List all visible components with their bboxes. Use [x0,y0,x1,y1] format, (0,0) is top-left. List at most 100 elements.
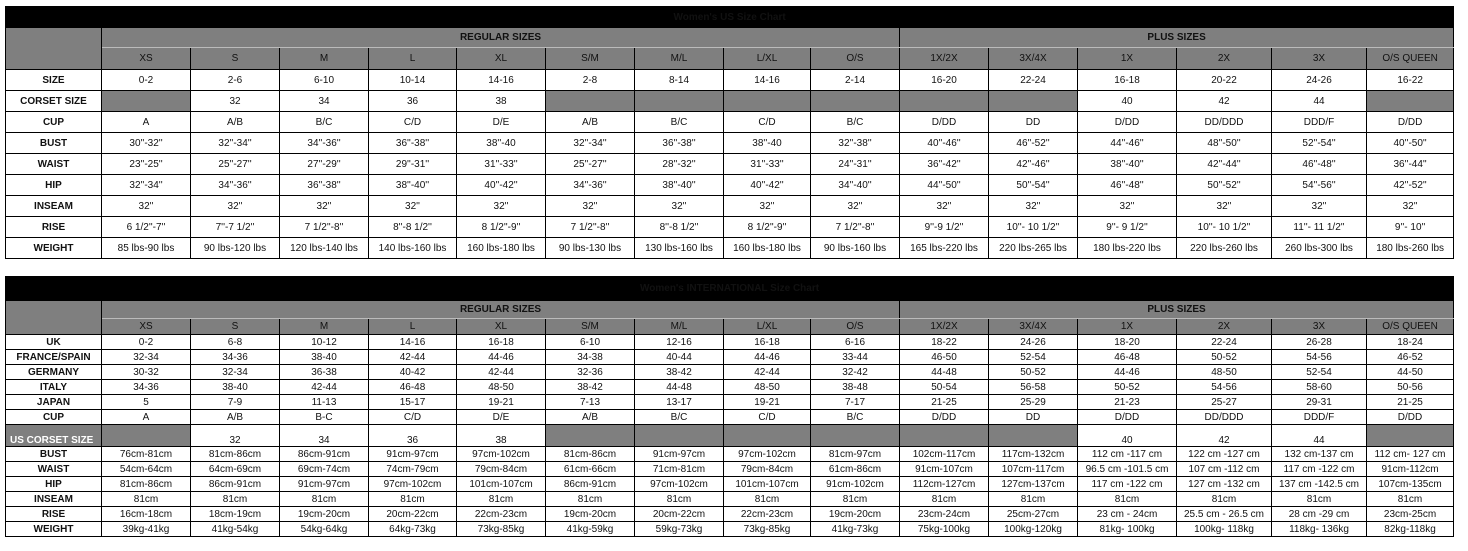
group-header: REGULAR SIZES [101,27,900,48]
table-cell: 36 [368,424,457,447]
table-cell: 39kg-41kg [101,521,191,537]
table-cell: 137 cm -142.5 cm [1271,476,1367,492]
table-cell: 54cm-64cm [101,461,191,477]
row-label: CORSET SIZE [5,90,102,112]
table-cell: D/DD [1077,409,1177,425]
table-cell: 42-44 [723,364,811,380]
table-cell: DD [988,409,1078,425]
empty-cell [988,424,1078,447]
table-cell: 42-44 [368,349,457,365]
table-cell: 34-36 [190,349,280,365]
table-cell: 71cm-81cm [634,461,724,477]
empty-cell [634,90,724,112]
table-cell: DD/DDD [1176,111,1272,133]
column-header: M/L [634,47,724,70]
table-cell: 97cm-102cm [368,476,457,492]
corner-cell [5,27,102,70]
table-cell: 117 cm -122 cm [1077,476,1177,492]
table-cell: 30''-32'' [101,132,191,154]
table-cell: A/B [545,409,635,425]
table-cell: 34 [279,90,369,112]
table-cell: 81cm [190,491,280,507]
table-cell: 97cm-102cm [456,446,546,462]
table-cell: 54kg-64kg [279,521,369,537]
table-cell: 36''-38'' [634,132,724,154]
table-cell: 46-52 [1365,349,1455,365]
table-cell: 32'' [1176,195,1272,217]
table-cell: 220 lbs-260 lbs [1176,237,1272,259]
column-header: M/L [634,318,724,335]
column-header: M [279,318,369,335]
table-cell: 10-14 [368,69,457,91]
table-cell: 40''-50'' [1365,132,1455,154]
table-cell: 160 lbs-180 lbs [723,237,811,259]
empty-cell [723,424,811,447]
table-cell: 42''-44'' [1176,153,1272,175]
table-cell: 96.5 cm -101.5 cm [1077,461,1177,477]
table-cell: 21-23 [1077,394,1177,410]
table-cell: 50-54 [899,379,989,395]
table-cell: 41kg-54kg [190,521,280,537]
table-cell: 32'' [101,195,191,217]
table-cell: 86cm-91cm [279,446,369,462]
table-cell: D/DD [899,409,989,425]
column-header: 1X [1077,47,1177,70]
table-cell: 74cm-79cm [368,461,457,477]
table-cell: 81cm [988,491,1078,507]
table-cell: 20cm-22cm [634,506,724,522]
empty-cell [634,424,724,447]
table-cell: B/C [279,111,369,133]
table-cell: 18cm-19cm [190,506,280,522]
table-cell: 32''-34'' [190,132,280,154]
table-cell: 46''-52'' [988,132,1078,154]
table-cell: 8-14 [634,69,724,91]
table-cell: 81cm [545,491,635,507]
table-cell: D/DD [1365,111,1455,133]
column-header: S [190,47,280,70]
table-cell: 32'' [899,195,989,217]
column-header-row: XS S M L XL S/M M/L L/XL O/S 1X/2X 3X/4X 1X 2X 3X O/S … [6,47,1455,70]
empty-cell [810,424,900,447]
table-cell: 101cm-107cm [723,476,811,492]
table-cell: 81cm-86cm [190,446,280,462]
table-cell: 48-50 [723,379,811,395]
table-row: WEIGHT 85 lbs-90 lbs 90 lbs-120 lbs 120 lbs… [5,237,1455,259]
table-cell: 107cm-135cm [1365,476,1455,492]
table-cell: D/E [456,409,546,425]
row-label: JAPAN [5,394,102,410]
table-cell: 97cm-102cm [723,446,811,462]
table-cell: 59kg-73kg [634,521,724,537]
table-row: CORSET SIZE 32 34 36 38 40 42 44 [5,90,1455,112]
table-cell: 46''-48'' [1077,174,1177,196]
group-header: REGULAR SIZES [101,300,900,319]
table-cell: 19cm-20cm [279,506,369,522]
table-cell: 11''- 11 1/2'' [1271,216,1367,238]
row-label: RISE [5,216,102,238]
column-header: O/S [810,47,900,70]
table-cell: 7 1/2''-8'' [545,216,635,238]
row-label: GERMANY [5,364,102,380]
table-cell: 20cm-22cm [368,506,457,522]
table-cell: 127cm-137cm [988,476,1078,492]
table-cell: 25''-27'' [190,153,280,175]
table-cell: 26-28 [1271,334,1367,350]
table-row: ITALY 34-36 38-40 42-44 46-48 48-50 38-42 44-48… [5,379,1455,395]
table-cell: DDD/F [1271,409,1367,425]
table-cell: 12-16 [634,334,724,350]
table-cell: 41kg-73kg [810,521,900,537]
table-cell: 8''-8 1/2'' [368,216,457,238]
table-cell: 31''-33'' [723,153,811,175]
table-cell: 76cm-81cm [101,446,191,462]
column-header: XS [101,318,191,335]
table-cell: 19cm-20cm [810,506,900,522]
table-cell: 44''-50'' [899,174,989,196]
table-cell: 81cm [1365,491,1455,507]
table-cell: 14-16 [723,69,811,91]
table-cell: 32-34 [101,349,191,365]
table-cell: 38 [456,90,546,112]
column-header: L/XL [723,47,811,70]
table-cell: 32'' [456,195,546,217]
table-row: CUP A A/B B-C C/D D/E A/B B/C C/D B/C D/DD DD D/DD DD… [5,409,1455,425]
table-cell: 50-56 [1365,379,1455,395]
table-cell: 50-52 [1077,379,1177,395]
